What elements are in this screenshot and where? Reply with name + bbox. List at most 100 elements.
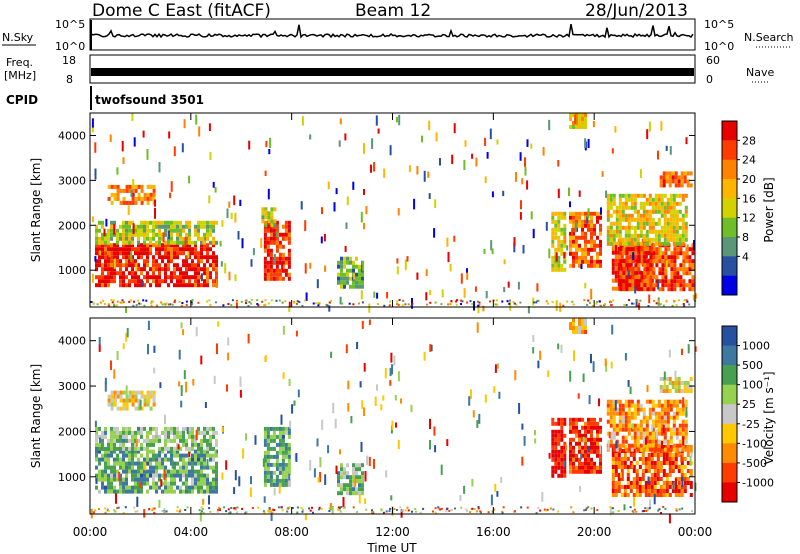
- power-patch-11-cell: [618, 229, 622, 234]
- power-patch-5-cell: [361, 272, 364, 277]
- power-patch-0-cell: [182, 279, 185, 284]
- power-patch-8-cell: [581, 121, 584, 125]
- velocity-patch-6-cell: [593, 421, 596, 426]
- velocity-near-range-echo: [114, 510, 117, 513]
- power-near-range-echo: [132, 304, 135, 307]
- power-patch-0-cell: [215, 275, 218, 280]
- power-scatter-echo: [181, 143, 184, 153]
- power-patch-0-cell: [176, 247, 179, 252]
- power-patch-9-cell: [626, 266, 630, 271]
- power-patch-5-cell: [340, 276, 343, 281]
- velocity-patch-0-cell: [104, 457, 107, 462]
- power-near-range-echo: [247, 304, 250, 307]
- power-patch-11-cell: [645, 209, 649, 214]
- velocity-patch-8-cell: [639, 435, 643, 440]
- velocity-near-range-echo: [281, 509, 284, 512]
- velocity-patch-7-cell: [680, 461, 684, 465]
- velocity-patch-0-cell: [149, 469, 152, 474]
- velocity-patch-7-cell: [632, 493, 636, 497]
- power-patch-7-cell: [584, 235, 587, 240]
- power-patch-9-cell: [617, 250, 621, 255]
- velocity-scatter-echo: [192, 378, 195, 386]
- velocity-near-range-echo: [301, 510, 304, 513]
- velocity-patch-6-cell: [584, 441, 587, 446]
- velocity-patch-0-cell: [122, 481, 125, 486]
- power-patch-10-cell: [628, 267, 632, 272]
- power-scatter-echo: [105, 218, 108, 227]
- power-patch-0-cell: [101, 255, 104, 260]
- power-patch-1-cell: [101, 236, 104, 241]
- power-scatter-echo: [188, 175, 191, 184]
- velocity-patch-6-cell: [596, 425, 599, 430]
- velocity-patch-7-cell: [629, 485, 633, 489]
- power-patch-1-cell: [122, 236, 125, 241]
- power-patch-10-cell: [631, 279, 635, 284]
- power-patch-10-cell: [658, 267, 662, 272]
- velocity-patch-8-cell: [642, 427, 646, 432]
- velocity-patch-0-cell: [110, 453, 113, 458]
- velocity-patch-0-cell: [134, 477, 137, 482]
- velocity-patch-8-cell: [627, 411, 631, 416]
- velocity-scatter-echo: [624, 353, 627, 361]
- power-patch-5-cell: [349, 284, 352, 289]
- power-patch-10-cell: [652, 247, 656, 252]
- power-patch-11-cell: [672, 229, 676, 234]
- velocity-scatter-echo: [494, 483, 497, 492]
- velocity-patch-4-cell: [361, 487, 364, 492]
- velocity-patch-0-cell: [200, 489, 203, 494]
- power-patch-10-cell: [643, 287, 647, 292]
- power-patch-0-cell: [158, 255, 161, 260]
- power-patch-1-cell: [161, 236, 164, 241]
- power-patch-0-cell: [212, 279, 215, 284]
- velocity-patch-3-cell: [281, 434, 285, 439]
- velocity-patch-8-cell: [663, 431, 667, 436]
- velocity-near-range-echo: [104, 507, 107, 510]
- power-patch-6-cell: [560, 247, 564, 252]
- velocity-near-range-echo: [675, 508, 678, 511]
- power-scatter-echo: [569, 201, 571, 208]
- nsky-label: N.Sky: [2, 31, 34, 44]
- power-patch-1-cell: [158, 240, 161, 245]
- velocity-scatter-echo: [592, 361, 595, 372]
- velocity-patch-1-cell: [98, 446, 101, 451]
- power-patch-8-cell: [584, 117, 587, 121]
- power-patch-7-cell: [578, 215, 581, 220]
- velocity-patch-7-cell: [623, 485, 627, 489]
- velocity-patch-6-cell: [572, 461, 575, 466]
- power-colorbar-tick-label: 8: [742, 231, 749, 244]
- velocity-patch-8-cell: [657, 431, 661, 436]
- velocity-patch-0-cell: [215, 461, 218, 466]
- velocity-near-range-echo: [268, 507, 271, 509]
- velocity-patch-7-cell: [620, 449, 624, 453]
- power-near-range-echo: [489, 300, 491, 303]
- power-patch-3-cell: [269, 232, 273, 237]
- velocity-patch-6-cell: [581, 469, 584, 474]
- velocity-patch-3-cell: [269, 474, 273, 479]
- velocity-patch-6-cell: [590, 425, 593, 430]
- velocity-patch-3-cell: [287, 442, 291, 447]
- power-patch-2-cell: [146, 200, 150, 205]
- power-patch-3-cell: [263, 236, 267, 241]
- velocity-patch-5-cell: [560, 449, 564, 454]
- power-patch-4-cell: [270, 223, 274, 228]
- velocity-patch-1-cell: [203, 434, 206, 439]
- velocity-patch-8-cell: [609, 443, 613, 448]
- power-near-range-echo: [688, 303, 691, 306]
- velocity-patch-3-cell: [263, 438, 267, 443]
- power-scatter-echo: [548, 119, 551, 131]
- velocity-near-range-echo: [227, 512, 230, 514]
- velocity-patch-9-cell: [683, 389, 687, 393]
- velocity-near-range-echo: [477, 506, 480, 508]
- power-near-range-echo: [631, 302, 634, 305]
- power-patch-10-cell: [679, 283, 683, 288]
- power-patch-7-cell: [578, 255, 581, 260]
- power-patch-8-cell: [575, 117, 578, 121]
- velocity-patch-0-cell: [110, 465, 113, 470]
- power-patch-0-cell: [128, 279, 131, 284]
- velocity-scatter-echo: [361, 320, 364, 329]
- velocity-patch-0-cell: [134, 473, 137, 478]
- power-patch-3-cell: [263, 228, 267, 233]
- velocity-patch-6-cell: [575, 465, 578, 470]
- power-patch-1-cell: [140, 228, 143, 233]
- power-patch-7-cell: [584, 211, 587, 216]
